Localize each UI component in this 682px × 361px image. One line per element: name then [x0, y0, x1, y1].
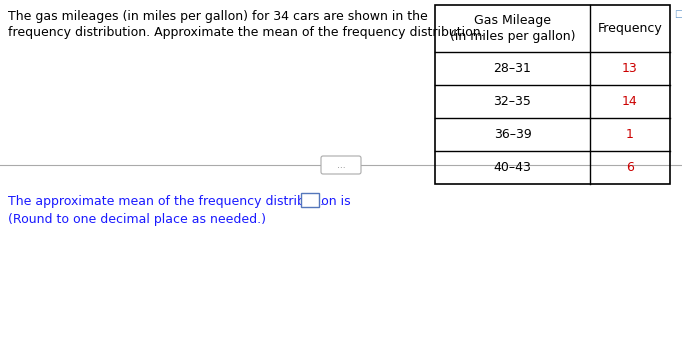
Text: □: □ — [674, 9, 682, 19]
Bar — [435, 5, 670, 184]
FancyBboxPatch shape — [321, 156, 361, 174]
Text: Gas Mileage
(in miles per gallon): Gas Mileage (in miles per gallon) — [449, 14, 575, 43]
Text: Frequency: Frequency — [597, 22, 662, 35]
Text: 40–43: 40–43 — [494, 161, 531, 174]
Text: 32–35: 32–35 — [494, 95, 531, 108]
FancyBboxPatch shape — [301, 193, 319, 207]
Text: 13: 13 — [622, 62, 638, 75]
Text: .: . — [320, 195, 324, 208]
Text: The gas mileages (in miles per gallon) for 34 cars are shown in the: The gas mileages (in miles per gallon) f… — [8, 10, 428, 23]
Text: 6: 6 — [626, 161, 634, 174]
Text: 1: 1 — [626, 128, 634, 141]
Text: (Round to one decimal place as needed.): (Round to one decimal place as needed.) — [8, 213, 266, 226]
Text: ...: ... — [337, 161, 345, 170]
Text: 14: 14 — [622, 95, 638, 108]
Text: 36–39: 36–39 — [494, 128, 531, 141]
Text: The approximate mean of the frequency distribution is: The approximate mean of the frequency di… — [8, 195, 355, 208]
Text: frequency distribution. Approximate the mean of the frequency distribution.: frequency distribution. Approximate the … — [8, 26, 485, 39]
Text: 28–31: 28–31 — [494, 62, 531, 75]
